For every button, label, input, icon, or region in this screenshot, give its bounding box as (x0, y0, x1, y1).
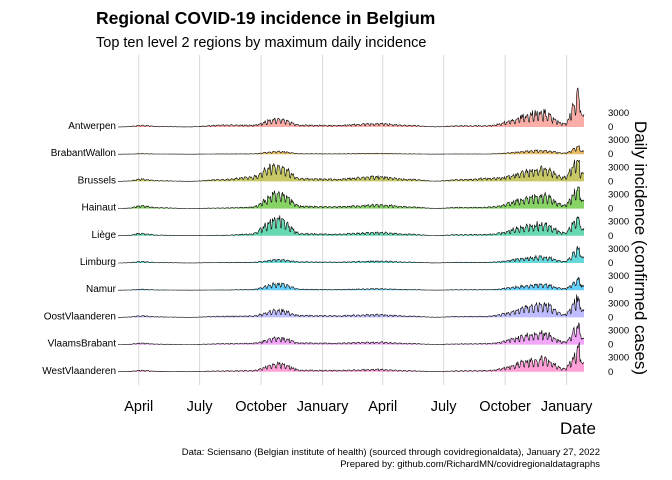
y-tick-label: 0 (608, 312, 613, 323)
y-tick-label: 0 (608, 258, 613, 269)
y-tick-label: 0 (608, 231, 613, 242)
y-tick-label: 3000 (608, 244, 629, 255)
ridge-line (118, 294, 585, 318)
ridge-line (118, 276, 585, 291)
chart-caption: Data: Sciensano (Belgian institute of he… (182, 447, 600, 471)
y-tick-label: 3000 (608, 189, 629, 200)
grid-layer: April July October January April July October J… (124, 55, 593, 415)
ridge-area (118, 159, 584, 182)
y-tick-label: 0 (608, 367, 613, 378)
region-label: Namur (86, 284, 117, 295)
y-tick-label: 0 (608, 204, 613, 215)
region-label: VlaamsBrabant (48, 339, 117, 350)
ridge-area (118, 88, 584, 127)
chart-title: Regional COVID-19 incidence in Belgium (96, 8, 436, 28)
y-tick-label: 0 (608, 176, 613, 187)
x-tick-label: July (431, 399, 458, 415)
caption-source: Data: Sciensano (Belgian institute of he… (181, 447, 600, 458)
x-tick-label: July (187, 399, 214, 415)
region-label: Hainaut (82, 203, 117, 214)
x-tick-label: April (368, 399, 397, 415)
region-label: Antwerpen (68, 121, 116, 132)
y-tick-label: 0 (608, 149, 613, 160)
ridge-line (118, 145, 585, 155)
y-tick-label: 3000 (608, 135, 629, 146)
y-tick-label: 0 (608, 340, 613, 351)
x-tick-label: April (124, 399, 153, 415)
y-tick-label: 3000 (608, 108, 629, 119)
ridgeline-chart: April July October January April July October J… (42, 55, 650, 438)
ridge-area (118, 322, 584, 345)
y-tick-label: 3000 (608, 162, 629, 173)
region-label: BrabantWallon (51, 148, 116, 159)
ridge-line (118, 342, 584, 373)
ridge-area (118, 277, 584, 291)
region-label: Limburg (80, 257, 116, 268)
ridge-line (118, 215, 585, 237)
y-tick-label: 3000 (608, 271, 629, 282)
ridges-layer (118, 87, 585, 373)
region-label: Liège (92, 230, 117, 241)
chart-subtitle: Top ten level 2 regions by maximum daily… (96, 35, 427, 51)
labels-layer: Antwerpen 0 3000 BrabantWallon 0 3000 Brussels… (42, 108, 629, 378)
ridge-area (118, 186, 584, 209)
y-tick-label: 3000 (608, 298, 629, 309)
ridge-area (118, 342, 584, 372)
ridge-line (118, 87, 585, 128)
ridge-line (118, 322, 585, 345)
x-tick-label: October (479, 399, 531, 415)
region-label: Brussels (78, 175, 116, 186)
y-axis-title: Daily incidence (confirmed cases) (631, 121, 650, 375)
y-tick-label: 3000 (608, 353, 629, 364)
y-tick-label: 3000 (608, 217, 629, 228)
region-label: OostVlaanderen (44, 311, 116, 322)
y-tick-label: 3000 (608, 325, 629, 336)
ridge-area (118, 215, 584, 236)
x-axis-title: Date (560, 419, 596, 438)
x-tick-label: October (235, 399, 287, 415)
ridge-line (118, 246, 585, 264)
ridge-area (118, 246, 584, 263)
ridge-line (118, 186, 585, 209)
x-tick-label: January (541, 399, 593, 415)
ridge-line (118, 159, 585, 182)
ridge-area (118, 294, 584, 318)
region-label: WestVlaanderen (42, 366, 116, 377)
ridge-area (118, 145, 584, 155)
y-tick-label: 0 (608, 122, 613, 133)
caption-author: Prepared by: github.com/RichardMN/covidr… (340, 459, 600, 470)
x-tick-label: January (297, 399, 349, 415)
y-tick-label: 0 (608, 285, 613, 296)
